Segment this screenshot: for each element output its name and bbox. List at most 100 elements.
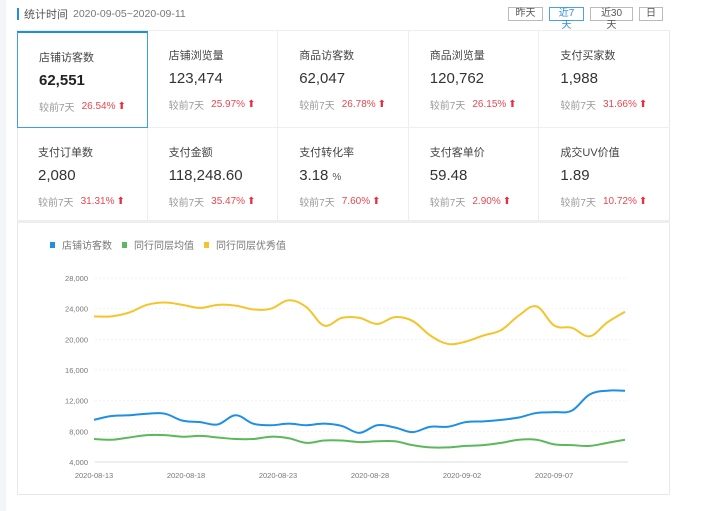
metric-value: 1,988 bbox=[560, 70, 598, 87]
dashboard-panel bbox=[17, 30, 670, 495]
metric-card[interactable]: 店铺访客数 62,551 较前7天 26.54% ⬆ bbox=[17, 31, 148, 128]
trend-up-arrow-icon: ⬆ bbox=[117, 101, 126, 112]
compare-label: 较前7天 bbox=[429, 101, 466, 112]
metric-value: 1.89 bbox=[560, 167, 590, 184]
legend-swatch-green bbox=[122, 241, 127, 248]
x-tick-label: 2020-08-28 bbox=[351, 471, 389, 480]
x-tick-label: 2020-08-13 bbox=[75, 471, 113, 480]
metric-label: 支付金额 bbox=[168, 147, 213, 159]
trend-up-arrow-icon: ⬆ bbox=[247, 99, 256, 110]
metric-card[interactable]: 支付买家数 1,988 较前7天 31.66% ⬆ bbox=[539, 31, 670, 128]
series-line-peer-average bbox=[93, 433, 626, 449]
metric-comparison: 较前7天 35.47% ⬆ bbox=[169, 194, 278, 209]
x-tick-label: 2020-08-18 bbox=[167, 471, 205, 480]
metric-label: 店铺访客数 bbox=[39, 52, 94, 64]
header-accent-bar bbox=[17, 8, 19, 20]
y-tick-label: 16,000 bbox=[65, 366, 88, 375]
trend-up-arrow-icon: ⬆ bbox=[638, 196, 648, 207]
metric-card[interactable]: 成交UV价值 1.89 较前7天 10.72% ⬆ bbox=[539, 128, 670, 223]
y-tick-label: 4,000 bbox=[69, 458, 88, 467]
metric-label: 支付客单价 bbox=[429, 147, 485, 159]
period-7days-button[interactable]: 近7天 bbox=[549, 7, 584, 31]
stats-time-label: 统计时间 bbox=[24, 9, 68, 21]
period-yesterday-button[interactable]: 昨天 bbox=[508, 7, 543, 21]
compare-label: 较前7天 bbox=[429, 198, 466, 209]
y-tick-label: 24,000 bbox=[65, 305, 88, 314]
metric-value: 59.48 bbox=[429, 167, 468, 184]
compare-label: 较前7天 bbox=[299, 198, 335, 209]
change-percent: 31.31% bbox=[80, 196, 115, 207]
compare-label: 较前7天 bbox=[560, 101, 596, 112]
y-tick-label: 20,000 bbox=[65, 335, 88, 344]
change-percent: 26.78% bbox=[341, 99, 376, 110]
compare-label: 较前7天 bbox=[168, 198, 205, 209]
page-left-gutter bbox=[0, 0, 6, 511]
metric-label: 支付买家数 bbox=[560, 50, 616, 62]
y-tick-label: 12,000 bbox=[65, 397, 88, 406]
metric-comparison: 较前7天 2.90% ⬆ bbox=[430, 194, 539, 209]
metric-comparison: 较前7天 31.66% ⬆ bbox=[560, 97, 670, 112]
metric-card[interactable]: 支付金额 118,248.60 较前7天 35.47% ⬆ bbox=[147, 128, 279, 223]
metric-value: 123,474 bbox=[168, 70, 223, 87]
metric-comparison: 较前7天 25.97% ⬆ bbox=[169, 97, 278, 112]
change-percent: 31.66% bbox=[602, 99, 637, 110]
x-tick-label: 2020-09-02 bbox=[443, 471, 481, 480]
legend-label: 同行同层优秀值 bbox=[216, 241, 286, 252]
metric-label: 成交UV价值 bbox=[560, 147, 620, 159]
legend-item-store-visitors[interactable]: 店铺访客数 bbox=[50, 237, 112, 252]
change-percent: 10.72% bbox=[602, 196, 637, 207]
trend-up-arrow-icon: ⬆ bbox=[247, 196, 256, 207]
compare-label: 较前7天 bbox=[168, 101, 205, 112]
metric-unit: % bbox=[332, 172, 342, 183]
metric-label: 商品访客数 bbox=[299, 50, 355, 62]
period-day-button[interactable]: 日 bbox=[639, 7, 663, 21]
metric-card[interactable]: 商品浏览量 120,762 较前7天 26.15% ⬆ bbox=[408, 31, 540, 128]
trend-up-arrow-icon: ⬆ bbox=[502, 196, 512, 207]
y-tick-label: 28,000 bbox=[65, 274, 88, 283]
compare-label: 较前7天 bbox=[560, 198, 596, 209]
metric-label: 支付订单数 bbox=[38, 147, 93, 159]
legend-swatch-yellow bbox=[204, 241, 209, 248]
metric-value: 2,080 bbox=[38, 167, 76, 184]
change-percent: 7.60% bbox=[341, 196, 371, 207]
metric-comparison: 较前7天 31.31% ⬆ bbox=[38, 194, 147, 209]
change-percent: 2.90% bbox=[472, 196, 501, 207]
legend-item-peer-average[interactable]: 同行同层均值 bbox=[122, 237, 194, 252]
metric-comparison: 较前7天 26.54% ⬆ bbox=[39, 99, 147, 114]
metric-label: 商品浏览量 bbox=[429, 50, 485, 62]
legend-label: 同行同层均值 bbox=[134, 241, 194, 252]
metric-value: 62,047 bbox=[299, 70, 346, 87]
metric-card[interactable]: 店铺浏览量 123,474 较前7天 25.97% ⬆ bbox=[147, 31, 279, 128]
period-30days-button[interactable]: 近30天 bbox=[590, 7, 633, 31]
metric-label: 支付转化率 bbox=[299, 147, 355, 159]
change-percent: 26.54% bbox=[81, 101, 116, 112]
metric-value: 3.18% bbox=[299, 167, 342, 184]
metric-value: 120,762 bbox=[429, 70, 485, 87]
date-range: 2020-09-05~2020-09-11 bbox=[73, 8, 186, 20]
compare-label: 较前7天 bbox=[39, 103, 75, 114]
legend-swatch-blue bbox=[50, 241, 55, 248]
metric-label: 店铺浏览量 bbox=[168, 50, 224, 62]
series-line-store-visitors bbox=[93, 389, 626, 434]
trend-up-arrow-icon: ⬆ bbox=[372, 196, 381, 207]
metric-comparison: 较前7天 26.78% ⬆ bbox=[299, 97, 408, 112]
metric-card[interactable]: 支付客单价 59.48 较前7天 2.90% ⬆ bbox=[408, 128, 540, 223]
metric-card[interactable]: 支付转化率 3.18% 较前7天 7.60% ⬆ bbox=[278, 128, 409, 223]
x-tick-label: 2020-08-23 bbox=[259, 471, 297, 480]
metric-card[interactable]: 支付订单数 2,080 较前7天 31.31% ⬆ bbox=[17, 128, 148, 223]
trend-up-arrow-icon: ⬆ bbox=[638, 99, 648, 110]
metric-card[interactable]: 商品访客数 62,047 较前7天 26.78% ⬆ bbox=[278, 31, 409, 128]
series-line-peer-excellent bbox=[93, 299, 626, 346]
change-percent: 25.97% bbox=[211, 99, 246, 110]
metric-value: 62,551 bbox=[39, 72, 85, 89]
compare-label: 较前7天 bbox=[38, 198, 74, 209]
metrics-grid: 店铺访客数 62,551 较前7天 26.54% ⬆ 店铺浏览量 123,474 较前7天 25… bbox=[17, 30, 670, 223]
trend-up-arrow-icon: ⬆ bbox=[508, 99, 517, 110]
metric-comparison: 较前7天 26.15% ⬆ bbox=[430, 97, 539, 112]
legend-label: 店铺访客数 bbox=[62, 241, 112, 252]
chart-legend: 店铺访客数 同行同层均值 同行同层优秀值 bbox=[50, 237, 296, 252]
metric-comparison: 较前7天 10.72% ⬆ bbox=[560, 194, 670, 209]
legend-item-peer-excellent[interactable]: 同行同层优秀值 bbox=[204, 237, 286, 252]
y-tick-label: 8,000 bbox=[69, 427, 88, 436]
